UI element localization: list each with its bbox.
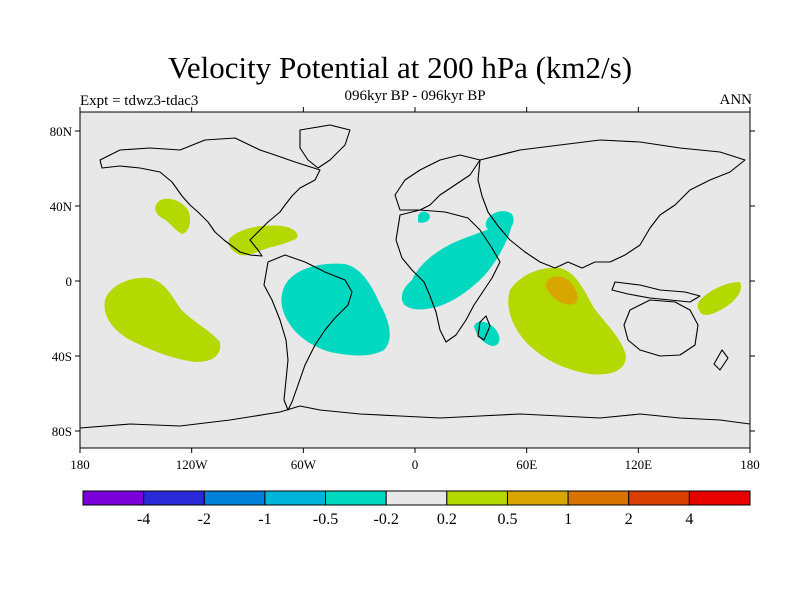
colorbar-label: 1 xyxy=(564,511,572,528)
colorbar-swatch xyxy=(82,490,145,506)
lat-tick-label: 80N xyxy=(50,124,73,139)
coastlines xyxy=(79,124,751,429)
colorbar-swatch xyxy=(446,490,508,506)
positive-region-north-pacific xyxy=(155,198,190,234)
season-label: ANN xyxy=(719,92,753,108)
colorbar-label: 0.5 xyxy=(497,511,517,528)
shaded-regions xyxy=(104,198,741,375)
positive-region-indian-ocean xyxy=(508,267,626,375)
negative-region-arabia xyxy=(485,211,514,232)
positive-region-indian-ocean-core xyxy=(545,276,578,305)
lat-tick-label: 80S xyxy=(52,424,72,439)
colorbar: -4 -2 -1 -0.5 -0.2 0.2 0.5 1 2 4 xyxy=(82,490,751,528)
colorbar-swatch xyxy=(325,490,387,506)
colorbar-label: 4 xyxy=(685,511,693,528)
colorbar-label: -2 xyxy=(198,511,211,528)
colorbar-label: -0.2 xyxy=(374,511,399,528)
colorbar-swatch xyxy=(385,490,448,506)
lat-tick-label: 0 xyxy=(66,274,73,289)
colorbar-label: -1 xyxy=(258,511,271,528)
latitude-axis: 80N 40N 0 40S 80S xyxy=(50,124,755,439)
lat-tick-label: 40N xyxy=(50,199,73,214)
colorbar-swatch xyxy=(264,490,327,506)
positive-region-south-pacific xyxy=(104,277,221,362)
map-subtitle: 096kyr BP - 096kyr BP xyxy=(344,88,486,104)
colorbar-swatch xyxy=(628,490,690,506)
longitude-axis: 180 120W 60W 0 60E 120E 180 xyxy=(70,107,760,472)
colorbar-swatch xyxy=(506,490,569,506)
lat-tick-label: 40S xyxy=(52,349,72,364)
colorbar-swatch xyxy=(143,490,205,506)
negative-region-africa xyxy=(401,216,512,310)
lon-tick-label: 120E xyxy=(625,457,653,472)
positive-region-west-pacific xyxy=(697,282,741,315)
map-title: Velocity Potential at 200 hPa (km2/s) xyxy=(167,50,633,85)
colorbar-label: 0.2 xyxy=(437,511,457,528)
colorbar-label: -0.5 xyxy=(313,511,338,528)
lon-tick-label: 60W xyxy=(291,457,317,472)
positive-region-caribbean xyxy=(228,225,298,256)
colorbar-swatch xyxy=(203,490,266,506)
colorbar-swatch xyxy=(567,490,630,506)
colorbar-swatch xyxy=(688,490,751,506)
colorbar-label: -4 xyxy=(137,511,150,528)
lon-tick-label: 60E xyxy=(516,457,537,472)
experiment-label: Expt = tdwz3-tdac3 xyxy=(80,93,199,109)
negative-region-south-america xyxy=(281,263,390,356)
negative-region-mediterranean xyxy=(418,211,430,223)
lon-tick-label: 180 xyxy=(70,457,90,472)
lon-tick-label: 180 xyxy=(740,457,760,472)
lon-tick-label: 0 xyxy=(412,457,419,472)
lon-tick-label: 120W xyxy=(176,457,209,472)
colorbar-label: 2 xyxy=(625,511,633,528)
